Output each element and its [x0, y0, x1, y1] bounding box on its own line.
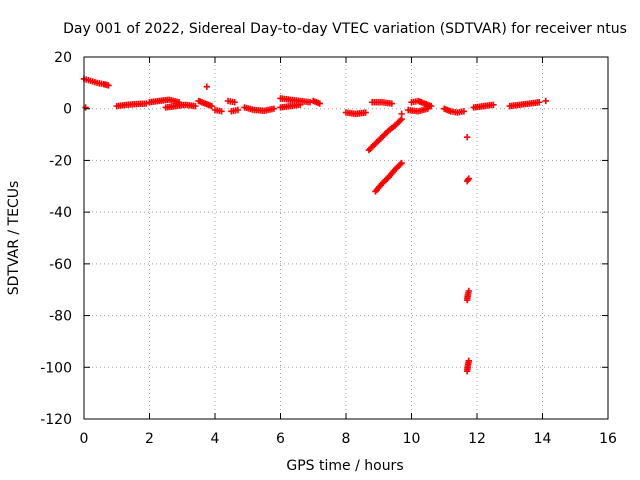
data-point — [362, 109, 369, 116]
series-arc-3 — [146, 96, 183, 106]
series-arc-17 — [372, 159, 405, 195]
series-arc-28 — [542, 97, 549, 105]
series-arc-15 — [369, 99, 396, 107]
data-point — [192, 102, 199, 110]
series-arc-18 — [398, 110, 405, 118]
x-tick-label: 16 — [599, 431, 617, 447]
data-point — [463, 133, 471, 141]
series-arc-20 — [405, 105, 432, 115]
x-axis-label: GPS time / hours — [286, 458, 403, 474]
data-point — [397, 161, 404, 168]
series-arc-4 — [162, 101, 199, 111]
x-tick-label: 14 — [534, 431, 552, 447]
series-arc-5 — [195, 97, 215, 110]
grid — [84, 57, 608, 419]
data-point — [465, 287, 473, 295]
data-point — [398, 110, 405, 118]
y-tick-label: 0 — [63, 102, 72, 118]
data-point — [542, 97, 549, 105]
x-tick-label: 8 — [342, 431, 351, 447]
series-arc-27 — [506, 99, 543, 110]
series-arc-8 — [224, 97, 238, 106]
series-arc-7 — [211, 106, 225, 115]
series-arc-9 — [228, 106, 242, 115]
x-tick-label: 12 — [468, 431, 486, 447]
data-point — [143, 100, 150, 107]
data-point — [203, 83, 211, 90]
data-point — [490, 101, 497, 109]
series-arc-12 — [277, 101, 304, 111]
data-point — [465, 175, 473, 182]
series-arc-2 — [113, 100, 150, 110]
data-point — [398, 159, 405, 167]
data-point — [296, 101, 304, 109]
series-arc-11 — [277, 95, 314, 106]
data-point — [536, 99, 543, 106]
y-tick-label: -120 — [40, 412, 72, 428]
x-axis-tick-labels: 0 2 4 6 8 10 12 14 16 — [80, 431, 617, 447]
series-arc-1 — [82, 104, 89, 111]
data-point — [460, 108, 468, 115]
y-tick-label: -20 — [49, 153, 72, 169]
data-point — [465, 357, 473, 365]
series-arc-13 — [310, 97, 323, 107]
x-tick-label: 10 — [403, 431, 421, 447]
y-axis-label: SDTVAR / TECUs — [6, 181, 22, 296]
data-point — [208, 102, 215, 110]
data-point — [464, 176, 472, 184]
series-arc-6 — [203, 83, 211, 90]
data-point — [397, 117, 404, 124]
y-tick-label: -40 — [49, 205, 72, 221]
y-axis-tick-labels: -120 -100 -80 -60 -40 -20 0 20 — [40, 50, 72, 428]
data-point — [234, 106, 242, 114]
series-arc-10 — [241, 104, 278, 114]
series-arc-23 — [463, 175, 473, 185]
data-point — [231, 99, 238, 106]
data-point — [82, 104, 89, 111]
data-point — [218, 108, 225, 115]
series-arc-25 — [463, 357, 473, 375]
series-arc-14 — [342, 109, 369, 118]
series-arc-21 — [441, 105, 468, 116]
data-point — [270, 105, 278, 112]
data-point — [424, 105, 432, 112]
y-tick-label: 20 — [54, 50, 72, 66]
series-arc-22 — [463, 133, 471, 141]
series-arc-0 — [80, 75, 112, 89]
data-point — [316, 100, 323, 107]
y-tick-label: -80 — [49, 309, 72, 325]
series-arc-26 — [470, 101, 497, 111]
series-arc-16 — [365, 115, 405, 154]
data-points — [80, 75, 549, 375]
series-arc-24 — [463, 287, 473, 304]
y-tick-label: -60 — [49, 257, 72, 273]
data-point — [388, 100, 396, 107]
x-tick-label: 6 — [276, 431, 285, 447]
y-tick-label: -100 — [40, 360, 72, 376]
data-point — [427, 102, 435, 110]
x-tick-label: 4 — [211, 431, 220, 447]
x-tick-label: 2 — [145, 431, 154, 447]
chart-title: Day 001 of 2022, Sidereal Day-to-day VTE… — [63, 21, 627, 37]
x-tick-label: 0 — [80, 431, 89, 447]
data-point — [105, 82, 112, 89]
axis-ticks — [83, 56, 609, 420]
